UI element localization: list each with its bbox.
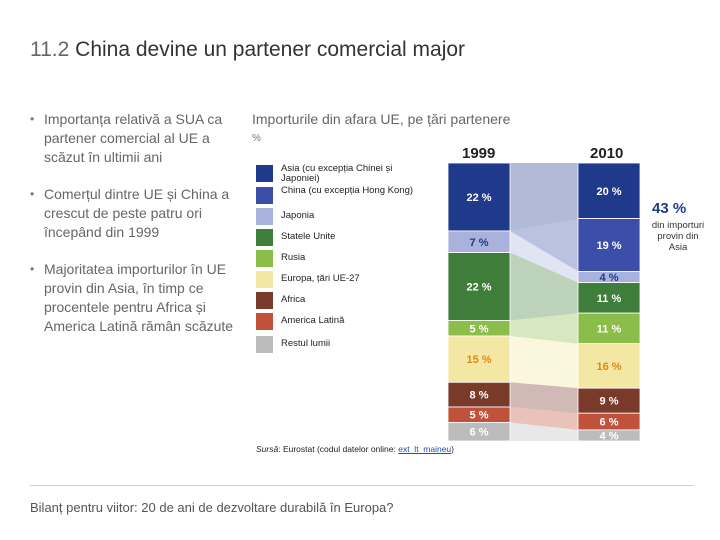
bar-value-label: 11 % xyxy=(597,293,622,305)
bar-value-label: 11 % xyxy=(597,323,622,335)
chart-unit: % xyxy=(252,133,261,144)
flow-band xyxy=(510,422,578,441)
bar-segment xyxy=(447,381,511,408)
bar-segment xyxy=(577,312,640,345)
bar-segment xyxy=(577,429,640,441)
bar-value-label: 9 % xyxy=(600,396,619,408)
bar-value-label: 22 % xyxy=(466,282,491,294)
bar-value-label: 7 % xyxy=(470,237,489,249)
bar-segment xyxy=(447,335,511,383)
year-label-1999: 1999 xyxy=(462,145,496,162)
title-text: China devine un partener comercial major xyxy=(75,38,466,61)
bar-value-label: 4 % xyxy=(600,272,619,284)
legend-label: America Latină xyxy=(281,315,345,326)
bar-value-label: 16 % xyxy=(596,361,621,373)
asia-share-value: 43 % xyxy=(652,200,687,217)
bar-value-label: 8 % xyxy=(470,390,489,402)
source-prefix: Sursă xyxy=(256,444,279,454)
legend-swatch xyxy=(256,336,273,353)
flow-band xyxy=(510,407,578,430)
bar-value-label: 15 % xyxy=(466,354,491,366)
bullet-item: Comerțul dintre UE și China a crescut de… xyxy=(28,185,238,242)
legend-label: Statele Unite xyxy=(281,231,336,242)
flow-band xyxy=(510,335,578,389)
legend-label: Africa xyxy=(281,294,306,305)
legend-swatch xyxy=(256,208,273,225)
bullet-item: Importanța relativă a SUA ca partener co… xyxy=(28,110,238,167)
bullet-list: Importanța relativă a SUA ca partener co… xyxy=(28,110,238,354)
source-text: : Eurostat (codul datelor online: xyxy=(278,444,399,454)
legend-label: Rusia xyxy=(281,252,306,263)
source-link[interactable]: ext_lt_maineu xyxy=(398,444,452,454)
bar-segment xyxy=(447,422,511,441)
flow-band xyxy=(510,313,578,344)
bar-value-label: 6 % xyxy=(470,427,489,439)
legend-swatch xyxy=(256,250,273,267)
bar-segment xyxy=(447,252,511,321)
bar-segment xyxy=(577,163,640,219)
flow-band xyxy=(510,230,578,283)
legend-label: Japonia xyxy=(281,210,315,221)
legend-swatch xyxy=(256,292,273,309)
footer-text: Bilanț pentru viitor: 20 de ani de dezvo… xyxy=(30,500,394,515)
bar-value-label: 22 % xyxy=(466,192,491,204)
legend-label: Asia (cu excepția Chinei și Japoniei) xyxy=(281,163,393,184)
bar-segment xyxy=(577,218,640,272)
slide-title: 11.2 China devine un partener comercial … xyxy=(30,38,465,62)
flow-band xyxy=(510,163,578,231)
bar-value-label: 5 % xyxy=(470,410,489,422)
legend-swatch xyxy=(256,313,273,330)
bar-value-label: 20 % xyxy=(596,186,621,198)
bar-value-label: 5 % xyxy=(470,323,489,335)
year-label-2010: 2010 xyxy=(590,145,624,162)
legend-label: China (cu excepția Hong Kong) xyxy=(281,185,414,196)
legend-swatch xyxy=(256,187,273,204)
chart-title: Importurile din afara UE, pe țări parten… xyxy=(252,111,511,127)
bar-segment xyxy=(447,163,511,232)
source-suffix: ) xyxy=(451,444,454,454)
bar-value-label: 19 % xyxy=(596,240,621,252)
footer-divider xyxy=(30,485,694,486)
stacked-bar-chart: 22 % 7 % 22 % 5 % 15 % 8 % 5 % 6 % 20 % 19 % 4 % 11… xyxy=(447,163,640,441)
bullet-item: Majoritatea importurilor în UE provin di… xyxy=(28,260,238,336)
bar-value-label: 4 % xyxy=(600,430,619,441)
legend-label: Restul lumii xyxy=(281,338,331,349)
legend-swatch xyxy=(256,229,273,246)
legend-label: Europa, țări UE-27 xyxy=(281,273,360,284)
legend-swatch xyxy=(256,271,273,288)
legend-swatch xyxy=(256,165,273,182)
source-note: Sursă: Eurostat (codul datelor online: e… xyxy=(256,444,454,454)
flow-band xyxy=(510,218,578,272)
flow-band xyxy=(510,252,578,321)
asia-share-text: din importuri provin din Asia xyxy=(651,220,705,253)
bar-segment xyxy=(577,343,640,389)
bar-segment xyxy=(577,387,640,414)
flow-band xyxy=(510,382,578,414)
bar-value-label: 6 % xyxy=(600,417,619,429)
bar-segment xyxy=(577,282,640,314)
title-number: 11.2 xyxy=(30,38,70,61)
